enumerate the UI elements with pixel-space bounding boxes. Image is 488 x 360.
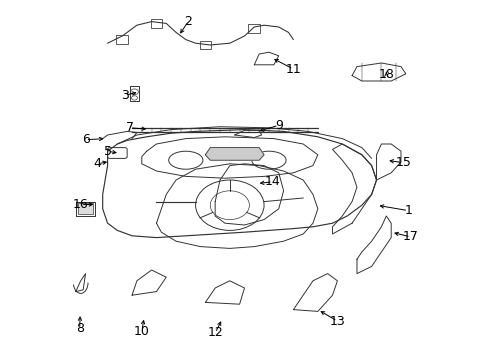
Bar bbox=[248, 24, 260, 33]
Text: 12: 12 bbox=[207, 327, 223, 339]
Bar bbox=[199, 41, 211, 49]
Polygon shape bbox=[205, 148, 264, 160]
Bar bbox=[116, 35, 128, 44]
Text: 17: 17 bbox=[402, 230, 418, 243]
Text: 7: 7 bbox=[125, 121, 133, 134]
Bar bbox=[150, 19, 162, 28]
Text: 8: 8 bbox=[76, 322, 83, 335]
Text: 4: 4 bbox=[94, 157, 102, 170]
Text: 9: 9 bbox=[274, 119, 282, 132]
Text: 1: 1 bbox=[404, 204, 411, 217]
Text: 16: 16 bbox=[73, 198, 88, 211]
Text: 15: 15 bbox=[395, 156, 410, 169]
Text: 6: 6 bbox=[81, 133, 89, 146]
Text: 14: 14 bbox=[264, 175, 280, 188]
Text: 3: 3 bbox=[121, 89, 128, 102]
Text: 13: 13 bbox=[329, 315, 345, 328]
Text: 2: 2 bbox=[184, 15, 192, 28]
Text: 11: 11 bbox=[285, 63, 301, 76]
Text: 18: 18 bbox=[378, 68, 393, 81]
Text: 5: 5 bbox=[103, 145, 111, 158]
Bar bbox=[78, 203, 93, 214]
Text: 10: 10 bbox=[134, 325, 149, 338]
